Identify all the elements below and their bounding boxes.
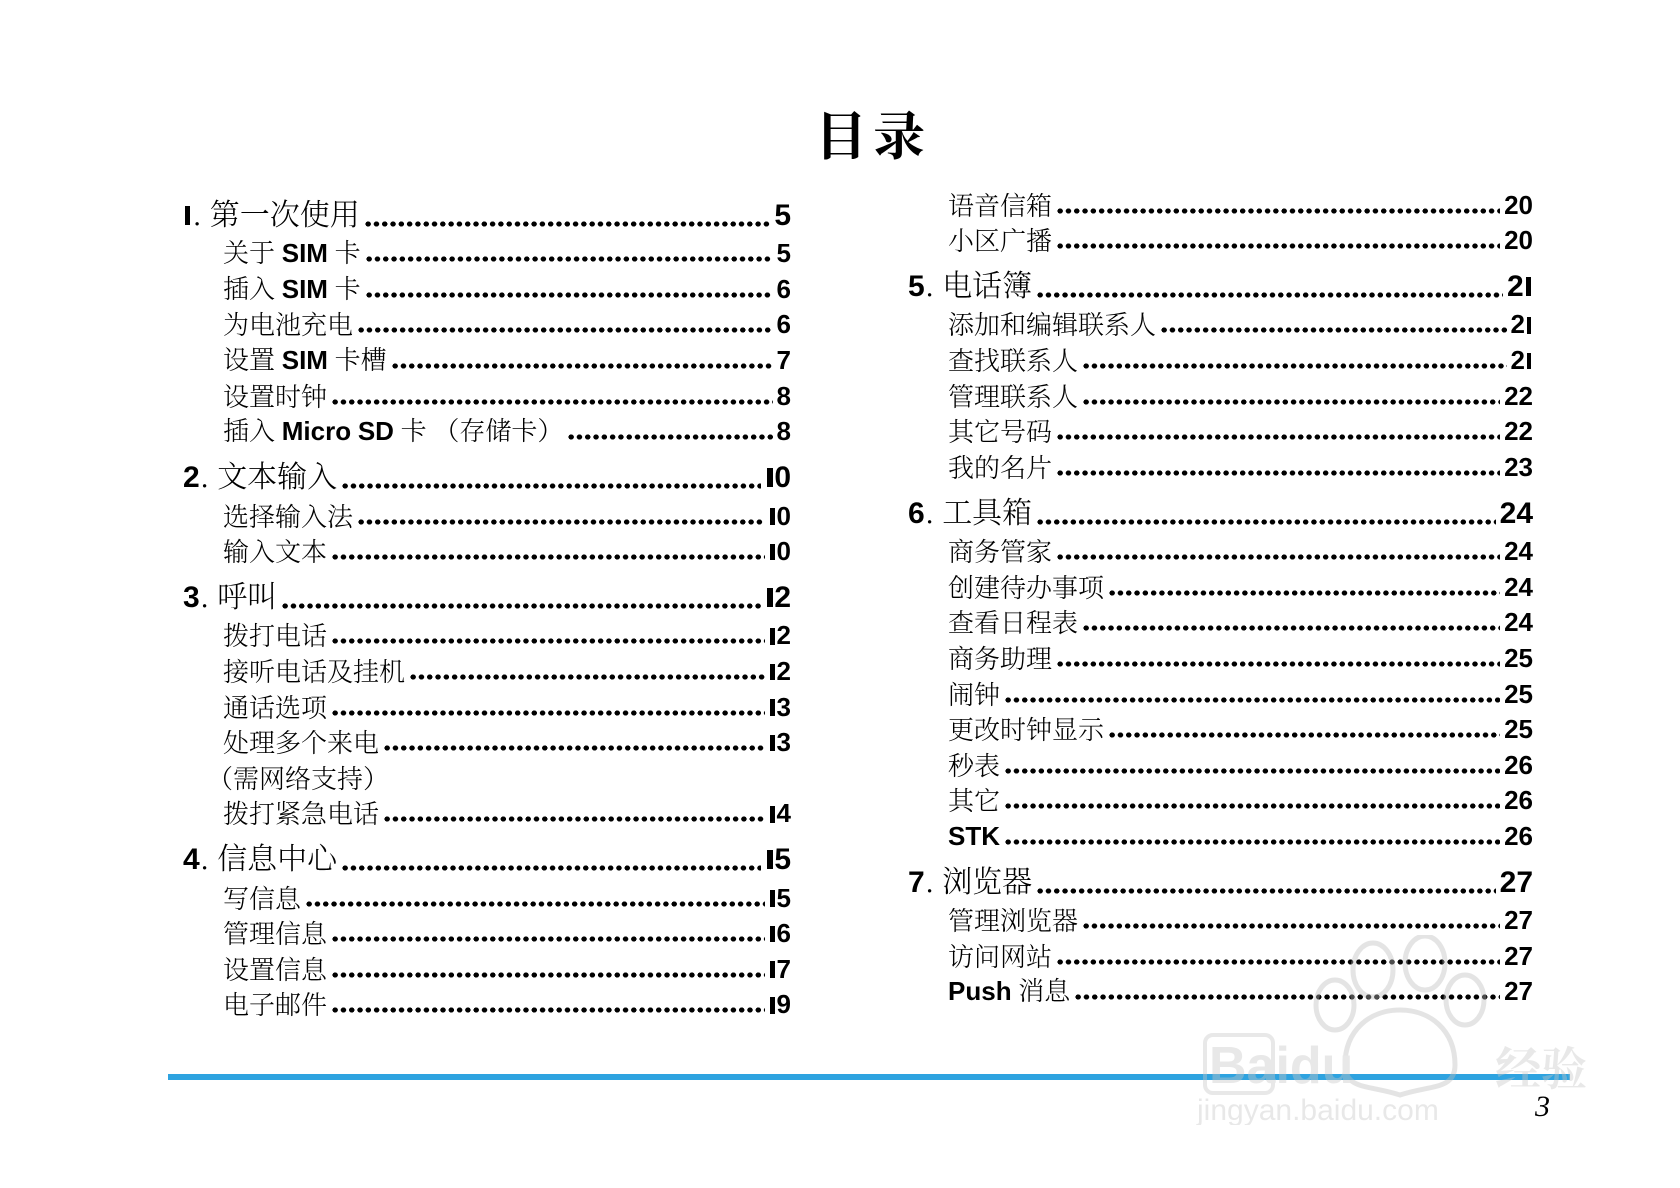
svg-text:jingyan.baidu.com: jingyan.baidu.com bbox=[1196, 1094, 1439, 1125]
svg-text:Baidu: Baidu bbox=[1209, 1037, 1353, 1095]
